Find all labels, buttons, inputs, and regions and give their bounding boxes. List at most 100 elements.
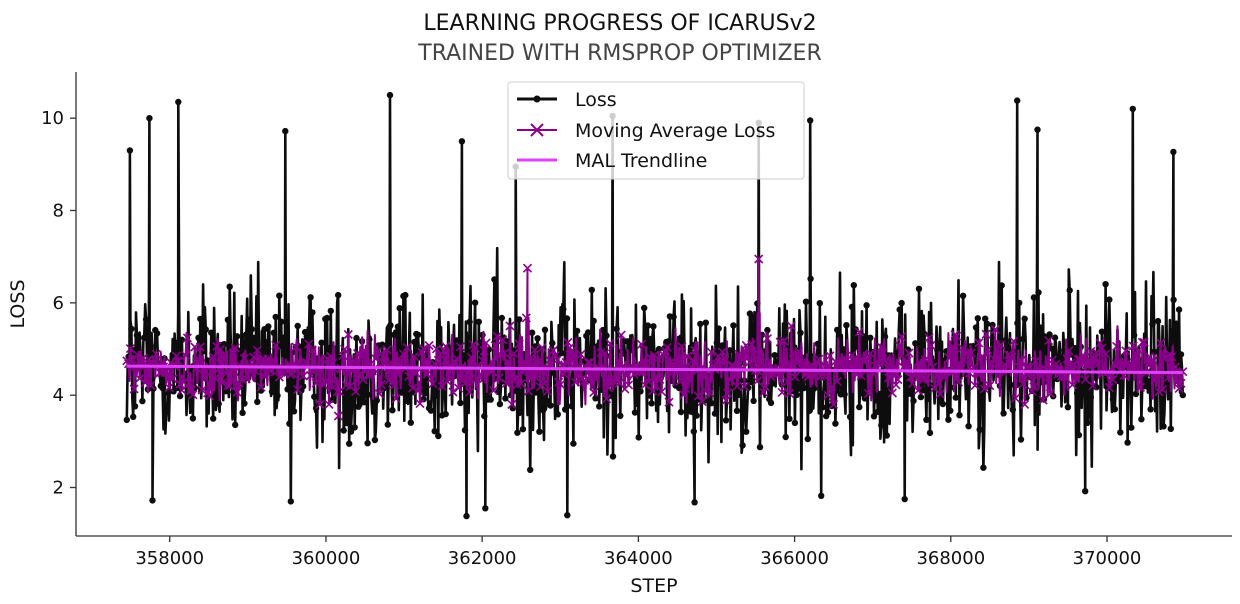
legend-marker-moving-average	[530, 123, 544, 137]
moving-average-point	[653, 354, 663, 364]
loss-point	[974, 315, 981, 322]
loss-point	[843, 322, 850, 329]
moving-average-point	[404, 371, 414, 381]
moving-average-point	[548, 345, 558, 355]
moving-average-point	[1097, 343, 1107, 353]
y-tick-label: 2	[53, 478, 64, 499]
loss-point	[563, 315, 571, 322]
loss-point	[711, 410, 719, 417]
loss-point	[147, 342, 154, 350]
loss-point	[693, 412, 700, 419]
moving-average-point	[315, 399, 325, 409]
loss-point	[1051, 334, 1059, 341]
loss-point	[1169, 327, 1176, 335]
loss-point	[386, 91, 394, 99]
moving-average-point	[726, 360, 737, 370]
moving-average-point	[757, 357, 767, 367]
moving-average-point	[168, 374, 178, 384]
moving-average-point	[1130, 361, 1140, 371]
loss-point	[153, 330, 161, 337]
moving-average-point	[1045, 388, 1055, 399]
loss-point	[1106, 296, 1113, 303]
loss-point	[265, 323, 272, 330]
moving-average-point	[465, 387, 475, 397]
loss-point	[239, 409, 246, 416]
legend-entry-moving-average: Moving Average Loss	[517, 120, 775, 142]
loss-point	[498, 314, 505, 322]
moving-average-point	[146, 380, 156, 390]
loss-point	[624, 338, 631, 345]
moving-average-point	[681, 383, 691, 394]
moving-average-point	[230, 343, 240, 353]
moving-average-point	[193, 354, 204, 365]
legend-label-moving-average: Moving Average Loss	[575, 120, 775, 142]
loss-point	[453, 337, 460, 344]
moving-average-point	[409, 352, 419, 362]
moving-average-point	[684, 375, 694, 385]
loss-point	[901, 495, 908, 503]
moving-average-point	[784, 388, 794, 398]
moving-average-point	[389, 380, 399, 390]
loss-point	[631, 409, 639, 416]
loss-point	[353, 334, 360, 342]
loss-point	[1037, 324, 1044, 331]
moving-average-point	[878, 348, 888, 358]
plot-area	[122, 91, 1188, 520]
moving-average-point	[424, 340, 434, 351]
moving-average-point	[579, 376, 590, 386]
moving-average-point	[135, 373, 145, 384]
loss-point	[791, 419, 799, 427]
moving-average-point	[1158, 384, 1168, 395]
moving-average-point	[1174, 383, 1184, 393]
loss-point	[596, 403, 603, 410]
loss-point	[807, 275, 814, 282]
moving-average-point	[600, 349, 610, 359]
loss-point	[726, 347, 733, 354]
legend-box	[507, 81, 805, 180]
loss-point	[243, 331, 250, 338]
moving-average-point	[274, 372, 284, 382]
loss-point	[411, 338, 418, 346]
loss-point	[608, 393, 616, 400]
loss-point	[215, 400, 222, 408]
loss-point	[482, 505, 489, 512]
moving-average-point	[232, 387, 242, 397]
loss-point	[883, 432, 890, 439]
loss-point	[715, 325, 722, 332]
moving-average-point	[966, 348, 976, 358]
moving-average-point	[413, 386, 423, 396]
loss-point	[633, 400, 641, 407]
moving-average-point	[307, 345, 317, 355]
loss-point	[1175, 306, 1183, 313]
loss-point	[471, 299, 479, 306]
loss-point	[917, 393, 925, 401]
moving-average-point	[544, 355, 555, 365]
moving-average-point	[1128, 341, 1138, 351]
moving-average-point	[415, 399, 425, 409]
moving-average-point	[164, 383, 174, 393]
loss-point	[846, 413, 854, 420]
loss-point	[730, 322, 737, 329]
loss-point	[874, 408, 881, 416]
loss-point	[335, 291, 342, 299]
loss-point	[816, 300, 823, 307]
loss-point	[195, 334, 202, 341]
loss-point	[422, 390, 429, 397]
moving-average-point	[682, 351, 692, 361]
moving-average-point	[1088, 381, 1098, 391]
moving-average-point	[897, 332, 907, 342]
moving-average-point	[953, 377, 964, 387]
moving-average-point	[476, 369, 486, 380]
loss-point	[1046, 331, 1053, 338]
loss-point	[461, 427, 469, 434]
loss-point	[371, 436, 379, 444]
loss-point	[863, 302, 870, 309]
loss-point	[771, 352, 778, 359]
moving-average-point	[624, 380, 634, 390]
loss-point	[584, 329, 592, 336]
loss-point	[786, 415, 793, 422]
y-tick-label: 10	[41, 108, 64, 129]
moving-average-point	[1112, 341, 1122, 351]
moving-average-point	[1108, 374, 1118, 385]
